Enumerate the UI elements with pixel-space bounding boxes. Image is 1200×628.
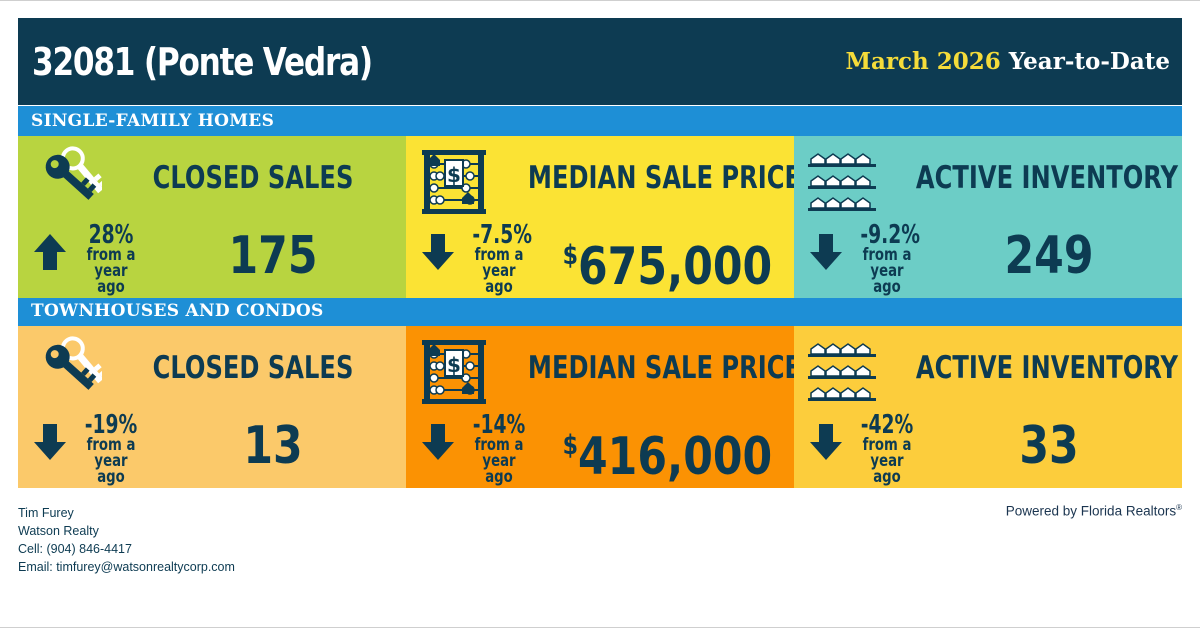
period-label: Year-to-Date — [1008, 48, 1170, 75]
agent-contact: Tim Furey Watson Realty Cell: (904) 846-… — [18, 504, 235, 576]
metric-value: 13 — [175, 416, 372, 476]
section-band-single-family: SINGLE-FAMILY HOMES — [18, 106, 1182, 136]
abacus-icon: $ — [418, 146, 490, 218]
tile-closed-sales: CLOSED SALES -19% from a year ago 13 — [18, 326, 406, 488]
report-header: 32081 (Ponte Vedra) March 2026 Year-to-D… — [18, 18, 1182, 105]
trend-text: from a year ago — [86, 245, 136, 297]
metric-title: ACTIVE INVENTORY — [915, 350, 1179, 386]
arrow-down-icon — [420, 232, 456, 272]
trend-text: from a year ago — [862, 245, 912, 297]
section-label: TOWNHOUSES AND CONDOS — [31, 301, 324, 321]
arrow-up-icon — [32, 232, 68, 272]
section-band-townhouses: TOWNHOUSES AND CONDOS — [18, 296, 1182, 326]
trend-percent: -14% — [472, 410, 526, 440]
registered-mark: ® — [1176, 503, 1182, 512]
period-month: March 2026 — [845, 48, 1001, 75]
section-label: SINGLE-FAMILY HOMES — [31, 111, 275, 131]
agent-brokerage: Watson Realty — [18, 524, 99, 538]
arrow-down-icon — [32, 422, 68, 462]
tile-active-inventory: ACTIVE INVENTORY -42% from a year ago 33 — [794, 326, 1182, 488]
metric-title: CLOSED SALES — [152, 350, 354, 386]
agent-name: Tim Furey — [18, 506, 74, 520]
houses-shelf-icon — [806, 336, 878, 408]
metric-title: ACTIVE INVENTORY — [915, 160, 1179, 196]
metric-value: $675,000 — [562, 226, 773, 297]
keys-icon — [30, 146, 107, 218]
metric-number: 249 — [1004, 226, 1094, 286]
trend-text: from a year ago — [86, 435, 136, 487]
arrow-down-icon — [808, 422, 844, 462]
metric-title: CLOSED SALES — [152, 160, 354, 196]
currency-symbol: $ — [562, 430, 579, 461]
trend-percent: -9.2% — [860, 220, 921, 250]
metric-number: 416,000 — [578, 427, 773, 487]
metric-value: 33 — [951, 416, 1148, 476]
metric-title: MEDIAN SALE PRICE — [527, 350, 801, 386]
metric-number: 675,000 — [578, 237, 773, 297]
trend-percent: -42% — [860, 410, 914, 440]
tile-closed-sales: CLOSED SALES 28% from a year ago 175 — [18, 136, 406, 298]
tile-median-sale-price: $ MEDIAN SALE PRICE -14% from a year ago $41… — [406, 326, 801, 488]
metric-title: MEDIAN SALE PRICE — [527, 160, 801, 196]
arrow-down-icon — [420, 422, 456, 462]
currency-symbol: $ — [562, 240, 579, 271]
tile-median-sale-price: $ MEDIAN SALE PRICE -7.5% from a year ago $6… — [406, 136, 801, 298]
metric-value: 175 — [175, 226, 372, 286]
metric-value: $416,000 — [562, 416, 773, 487]
metric-value: 249 — [951, 226, 1148, 286]
trend-text: from a year ago — [474, 435, 524, 487]
houses-shelf-icon — [806, 146, 878, 218]
trend-text: from a year ago — [474, 245, 524, 297]
tile-active-inventory: ACTIVE INVENTORY -9.2% from a year ago 249 — [794, 136, 1182, 298]
keys-icon — [30, 336, 107, 408]
abacus-icon: $ — [418, 336, 490, 408]
metric-number: 33 — [1019, 416, 1079, 476]
svg-text:$: $ — [447, 163, 461, 187]
svg-text:$: $ — [447, 353, 461, 377]
trend-percent: -19% — [84, 410, 138, 440]
powered-by: Powered by Florida Realtors® — [1006, 503, 1182, 519]
trend-text: from a year ago — [862, 435, 912, 487]
agent-phone: Cell: (904) 846-4417 — [18, 542, 132, 556]
metric-number: 175 — [228, 226, 318, 286]
trend-percent: 28% — [88, 220, 134, 250]
metric-number: 13 — [243, 416, 303, 476]
agent-email: Email: timfurey@watsonrealtycorp.com — [18, 560, 235, 574]
arrow-down-icon — [808, 232, 844, 272]
area-title: 32081 (Ponte Vedra) — [32, 40, 373, 84]
trend-percent: -7.5% — [472, 220, 533, 250]
powered-by-text: Powered by Florida Realtors — [1005, 503, 1177, 519]
report-period: March 2026 Year-to-Date — [846, 48, 1171, 75]
